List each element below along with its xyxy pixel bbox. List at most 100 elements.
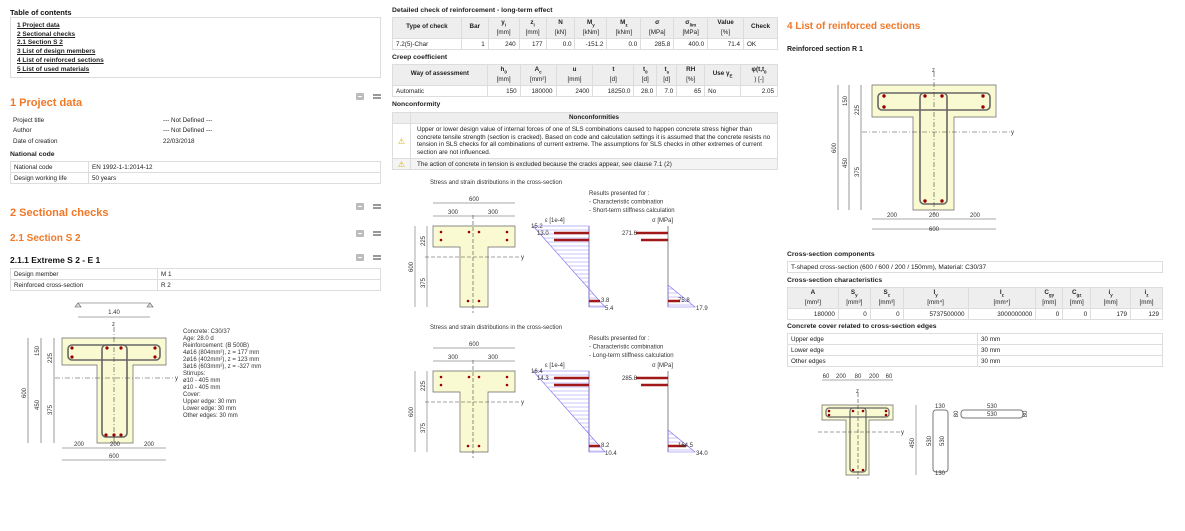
svg-text:200: 200 [110, 442, 121, 448]
svg-text:530: 530 [987, 412, 998, 418]
table-cell: 0 [1035, 308, 1064, 320]
table-cell: 285.8 [640, 38, 675, 50]
collapse-icon[interactable] [373, 93, 381, 100]
svg-text:80: 80 [855, 374, 862, 380]
sectional-checks-heading: 2 Sectional checks [10, 207, 109, 219]
column-header: My [kNm] [574, 17, 608, 39]
table-cell: OK [743, 38, 778, 50]
table-row: Design member M 1 [10, 268, 381, 280]
svg-text:150: 150 [35, 345, 41, 356]
table-cell: 240 [487, 38, 520, 50]
toc-link[interactable]: 1 Project data [17, 22, 60, 29]
national-code-heading: National code [10, 151, 55, 158]
svg-text:600: 600 [22, 387, 28, 398]
table-cell: 28.0 [633, 85, 658, 97]
column-header: σlim [MPa] [673, 17, 709, 39]
column-header: Cgy [mm] [1035, 287, 1064, 309]
table-cell: 71.4 [707, 38, 745, 50]
diagram-label: σ [MPa] [652, 363, 673, 369]
diagram-label: 600 [409, 261, 415, 272]
minimize-icon[interactable] [356, 230, 364, 237]
svg-text:200: 200 [74, 442, 85, 448]
column-header: h0 [mm] [486, 64, 521, 86]
collapse-icon[interactable] [373, 230, 381, 237]
table-cell: 177 [518, 38, 547, 50]
row-value: 50 years [88, 172, 381, 184]
column-header: zi [mm] [518, 17, 547, 39]
table-row: Author --- Not Defined --- [10, 126, 381, 137]
reinforced-section-title: Reinforced section R 1 [787, 46, 863, 53]
minimize-icon[interactable] [356, 93, 364, 100]
table-cell: 1 [460, 38, 489, 50]
table-cell: 129 [1130, 308, 1163, 320]
table-row: Reinforced cross-section R 2 [10, 279, 381, 291]
collapse-icon[interactable] [373, 254, 381, 261]
diagram-label: 300 [488, 210, 499, 216]
toc-link[interactable]: 4 List of reinforced sections [17, 56, 104, 64]
stress-profile [667, 284, 696, 308]
svg-text:530: 530 [927, 435, 933, 446]
table-cell: 5737500000 [902, 308, 969, 320]
column-header: Iz [mm⁴] [967, 287, 1037, 309]
strain-profile [532, 370, 606, 453]
table-cell: 0.0 [545, 38, 576, 50]
diagram-label: 8.2 [601, 443, 610, 449]
section-heading: 2.1 Section S 2 [10, 233, 81, 244]
column-header: Check [743, 17, 778, 39]
nonconformity-item: Upper or lower design value of internal … [410, 122, 778, 160]
diagram-label: 5.4 [605, 306, 614, 312]
svg-text:600: 600 [109, 454, 120, 460]
diagram-label: 271.6 [622, 231, 638, 237]
column-header: Sy [mm³] [837, 287, 871, 309]
table-cell: 150 [486, 85, 521, 97]
project-data-table: Project title --- Not Defined --- Author --… [10, 115, 381, 147]
table-row: Project title --- Not Defined --- [10, 115, 381, 126]
diagram-label: 285.8 [622, 376, 638, 382]
column-header: t0 [d] [633, 64, 658, 86]
diagram-label: 375 [421, 422, 427, 433]
table-cell: 0 [1062, 308, 1092, 320]
diagram-label: 600 [469, 197, 480, 203]
row-label: Author [13, 127, 32, 135]
table-cell: 7.2(5)-Char [392, 38, 462, 50]
column-header: σ [MPa] [640, 17, 675, 39]
rebar [505, 375, 509, 379]
column-header: Iy [mm⁴] [902, 287, 969, 309]
toc-link[interactable]: 2.1 Section S 2 [17, 39, 63, 47]
stress-strain-diagram-long-term: Stress and strain distributions in the c… [409, 325, 708, 458]
svg-text:200: 200 [144, 442, 155, 448]
column-header: u [mm] [555, 64, 594, 86]
column-header: yi [mm] [487, 17, 520, 39]
column-header: Ac [mm²] [519, 64, 557, 86]
row-value: R 2 [157, 279, 381, 291]
diagram-label: Results presented for : [589, 191, 650, 197]
toc-link[interactable]: 5 List of used materials [17, 65, 90, 73]
svg-text:200: 200 [970, 213, 981, 219]
diagram-label: 300 [488, 355, 499, 361]
warning-icon: ⚠ [392, 158, 411, 171]
svg-text:450: 450 [910, 437, 916, 448]
components-value: T-shaped cross-section (600 / 600 / 200 … [787, 261, 1163, 273]
toc-link[interactable]: 3 List of design members [17, 48, 96, 56]
table-row: National code EN 1992-1-1:2014-12 [10, 161, 381, 173]
diagram-label: 15.2 [531, 224, 543, 230]
drawing-note: Reinforcement: (B 500B) [183, 343, 249, 349]
drawing-note: 4ø16 (804mm²), z = 177 mm [183, 350, 259, 356]
collapse-icon[interactable] [373, 203, 381, 210]
drawing-note: Cover: [183, 392, 201, 398]
svg-text:z: z [856, 389, 859, 395]
rebar [477, 299, 481, 303]
svg-text:130: 130 [935, 404, 946, 410]
column-header: t [d] [592, 64, 635, 86]
warning-icon: ⚠ [392, 122, 411, 160]
rebar [466, 444, 470, 448]
svg-text:60: 60 [823, 374, 830, 380]
minimize-icon[interactable] [356, 254, 364, 261]
strain-profile [532, 225, 606, 308]
diagram-label: - Long-term stiffness calculation [589, 353, 674, 359]
column-header: Cgz [mm] [1062, 287, 1092, 309]
diagram-label: 16.4 [531, 369, 543, 375]
svg-text:80: 80 [954, 410, 960, 417]
minimize-icon[interactable] [356, 203, 364, 210]
toc-link[interactable]: 2 Sectional checks [17, 30, 76, 38]
